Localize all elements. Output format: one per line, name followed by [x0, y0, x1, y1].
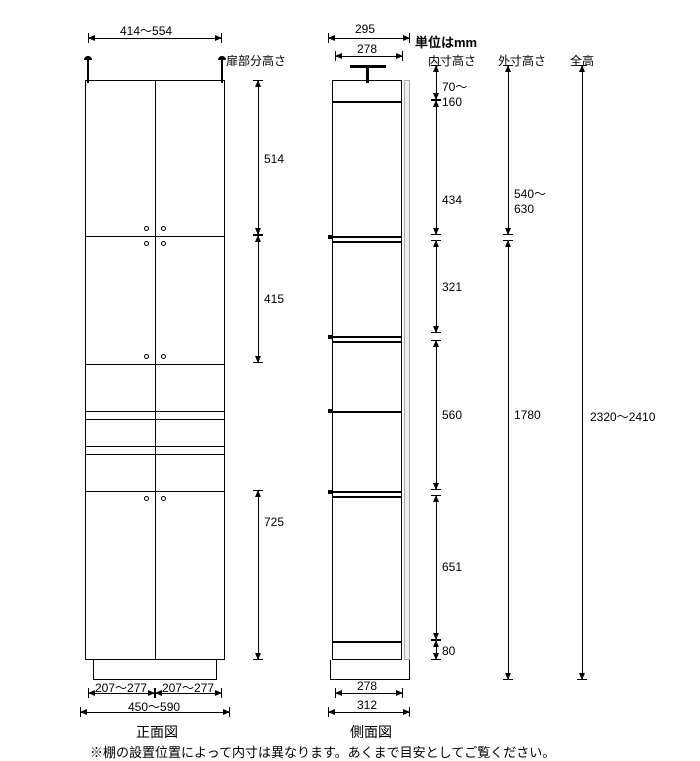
door-half-l: 207～277 — [95, 679, 147, 696]
front-bottom-width: 450～590 — [128, 698, 180, 715]
dim-side-top-inner — [335, 56, 403, 57]
unit-label: 単位はmm — [415, 32, 477, 51]
dim-door-3 — [258, 490, 259, 660]
diagram-container: 単位はmm 扉部分高さ 内寸高さ 外寸高さ 全高 414～554 — [0, 0, 700, 761]
inner-tension: 70～ 160 — [442, 78, 467, 109]
side-shelf-3 — [333, 411, 401, 413]
side-bottom-inner: 278 — [357, 679, 377, 693]
front-top-width: 414～554 — [120, 22, 172, 39]
knob — [161, 226, 166, 231]
dim-side-bottom-inner — [335, 693, 403, 694]
side-shelf-5 — [333, 641, 401, 643]
front-shelf-3 — [86, 411, 224, 412]
dim-inner-3 — [436, 340, 437, 490]
side-bottom-outer: 312 — [357, 698, 377, 712]
door-half-r: 207～277 — [162, 679, 214, 696]
front-cabinet — [85, 80, 225, 660]
door-height-2: 415 — [264, 292, 284, 306]
front-shelf-4 — [86, 446, 224, 447]
side-base — [330, 660, 410, 680]
inner-1: 434 — [442, 193, 462, 207]
side-rail — [404, 80, 410, 660]
front-base — [93, 660, 217, 680]
side-title: 側面図 — [350, 722, 392, 742]
outer-lower: 1780 — [514, 408, 541, 422]
front-shelf-3b — [86, 419, 224, 420]
knob — [144, 496, 149, 501]
knob — [161, 241, 166, 246]
front-shelf-2 — [86, 364, 224, 365]
side-shelf-2b — [333, 341, 401, 343]
total-height: 2320～2410 — [590, 408, 655, 425]
front-title: 正面図 — [136, 722, 178, 742]
dim-outer-upper — [508, 65, 509, 235]
outer-upper: 540～ 630 — [514, 185, 546, 216]
front-shelf-5 — [86, 491, 224, 492]
side-cabinet — [332, 80, 402, 660]
knob — [144, 226, 149, 231]
knob — [144, 354, 149, 359]
front-divider — [155, 81, 156, 659]
front-shelf-4b — [86, 454, 224, 455]
door-height-3: 725 — [264, 515, 284, 529]
dim-inner-2 — [436, 240, 437, 333]
side-shelf-4 — [333, 491, 401, 493]
knob — [161, 496, 166, 501]
inner-plinth: 80 — [442, 644, 455, 658]
front-shelf-1 — [86, 236, 224, 237]
header-door-height: 扉部分高さ — [226, 52, 286, 69]
inner-3: 560 — [442, 408, 462, 422]
side-top-inner: 278 — [357, 42, 377, 56]
door-height-1: 514 — [264, 152, 284, 166]
dim-side-top-outer — [328, 38, 410, 39]
dim-door-2 — [258, 235, 259, 363]
dim-inner-4 — [436, 495, 437, 640]
side-shelf-top — [333, 101, 401, 103]
dim-side-bottom-outer — [328, 712, 410, 713]
dim-inner-tension — [436, 65, 437, 100]
inner-4: 651 — [442, 560, 462, 574]
knob — [161, 354, 166, 359]
dim-outer-lower — [508, 240, 509, 680]
knob — [144, 241, 149, 246]
side-shelf-1b — [333, 241, 401, 243]
side-top-outer: 295 — [355, 22, 375, 36]
side-shelf-1 — [333, 236, 401, 238]
inner-2: 321 — [442, 280, 462, 294]
dim-inner-plinth — [436, 640, 437, 660]
dim-inner-1 — [436, 100, 437, 235]
dim-total — [582, 65, 583, 680]
dim-door-1 — [258, 80, 259, 235]
side-shelf-2 — [333, 336, 401, 338]
footnote: ※棚の設置位置によって内寸は異なります。あくまで目安としてご覧ください。 — [90, 742, 555, 761]
side-shelf-4b — [333, 496, 401, 498]
